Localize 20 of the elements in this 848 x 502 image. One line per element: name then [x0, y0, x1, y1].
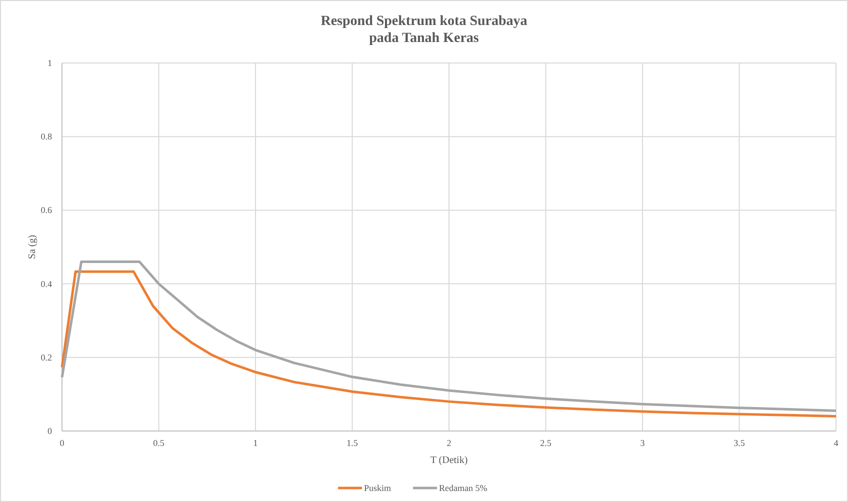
y-tick-label: 1: [48, 58, 52, 68]
chart-title: Respond Spektrum kota Surabaya pada Tanah Keras: [320, 14, 528, 46]
x-tick-label: 1.5: [346, 438, 358, 448]
y-tick-label: 0.2: [40, 352, 52, 362]
y-tick-label: 0: [48, 426, 52, 436]
x-tick-label: 2: [446, 438, 452, 448]
x-axis-title: T (Detik): [430, 455, 468, 466]
x-tick-label: 0: [60, 438, 65, 448]
x-tick-label: 1: [253, 438, 258, 448]
y-tick-label: 0.6: [40, 205, 52, 216]
x-tick-label: 4: [834, 438, 839, 448]
y-tick-label: 0.4: [40, 278, 52, 289]
y-axis-title: Sa (g): [27, 234, 38, 260]
legend-label: Redaman 5%: [439, 483, 488, 493]
legend-label: Puskim: [364, 483, 392, 493]
x-tick-label: 3.5: [734, 438, 746, 448]
x-tick-label: 3: [640, 438, 646, 448]
x-tick-label: 0.5: [153, 438, 165, 448]
y-tick-label: 0.8: [40, 132, 52, 142]
x-tick-label: 2.5: [540, 438, 552, 448]
